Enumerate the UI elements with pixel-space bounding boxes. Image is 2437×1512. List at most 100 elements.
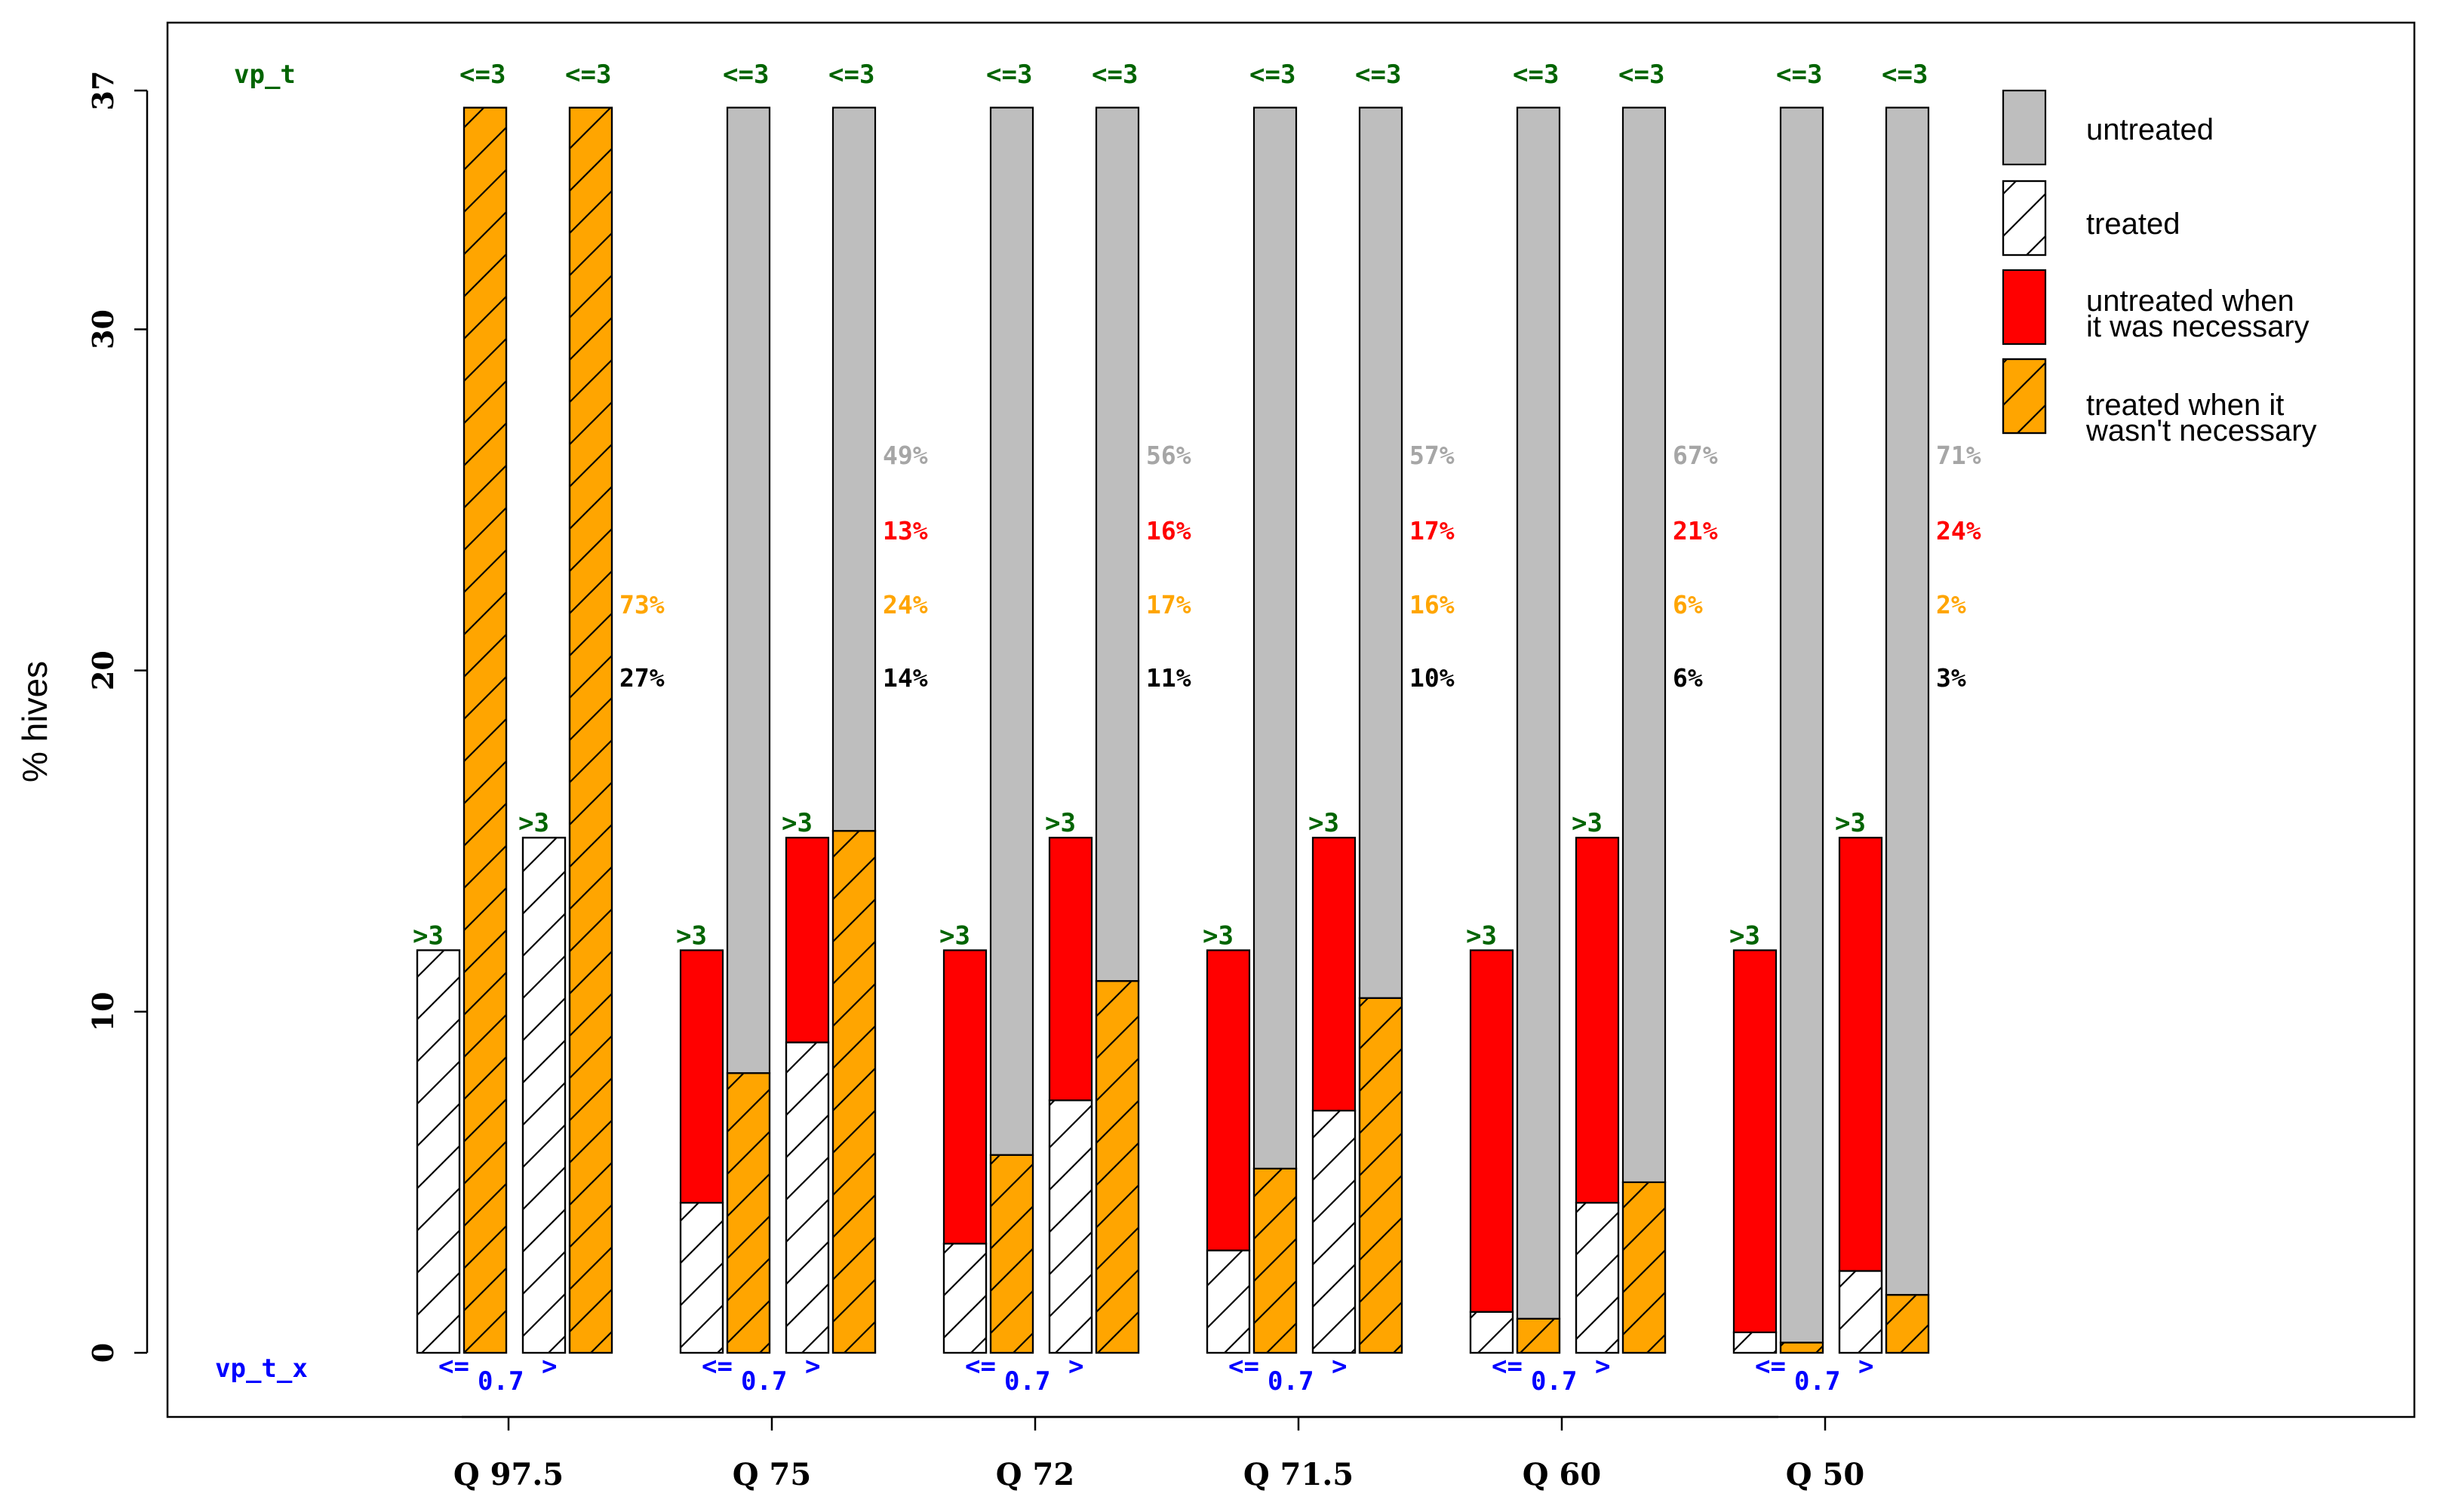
legend-label-line: treated when it	[2086, 389, 2284, 422]
bar-high-vpt-high-hatch	[831, 830, 877, 1354]
bottom-label-le: <=	[1755, 1351, 1786, 1381]
bar-low-vpt-high-hatch	[1779, 1341, 1824, 1354]
bar-high-vpt-hatch	[1311, 1109, 1357, 1354]
bar-top-label-gt3: >3	[1572, 808, 1603, 838]
bar-high-vpt-segment-untreated-necessary	[785, 837, 830, 1043]
bar-high-vpt-segment-untreated-necessary	[1838, 837, 1883, 1272]
percentage-label: 17%	[1146, 590, 1191, 619]
percentage-label: 16%	[1409, 590, 1455, 619]
bar-low-vpt-hatch	[679, 1201, 724, 1354]
bar-high-vpt-high-segment-untreated	[1358, 106, 1403, 999]
bar-low-vpt-hatch	[416, 949, 461, 1354]
bar-low-vpt-hatch	[1732, 1331, 1778, 1354]
bar-high-vpt-high-segment-untreated	[1621, 106, 1667, 1184]
bar-high-vpt-high-hatch	[568, 106, 613, 1354]
bar-top-label-le3: <=3	[565, 60, 611, 90]
x-tick-label: Q 72	[996, 1457, 1074, 1492]
bar-high-vpt-hatch	[785, 1041, 830, 1354]
bar-top-label-gt3: >3	[676, 920, 707, 951]
bar-top-label-gt3: >3	[782, 808, 813, 838]
bottom-label-threshold: 0.7	[478, 1366, 524, 1397]
x-tick-label: Q 75	[733, 1457, 811, 1492]
percentage-label: 6%	[1673, 590, 1703, 619]
bar-top-label-le3: <=3	[1513, 60, 1559, 90]
bottom-label-threshold: 0.7	[1004, 1366, 1050, 1397]
percentage-label: 49%	[883, 441, 928, 470]
bar-top-label-gt3: >3	[1045, 808, 1076, 838]
x-tick-label: Q 60	[1523, 1457, 1601, 1492]
percentage-label: 6%	[1673, 663, 1703, 693]
bottom-label-le: <=	[1492, 1351, 1523, 1381]
legend-swatch-hatch	[2002, 358, 2047, 435]
legend-label-untreated: untreated	[2086, 113, 2214, 146]
legend-label-line: it was necessary	[2086, 310, 2309, 343]
bottom-label-le: <=	[1228, 1351, 1259, 1381]
bar-top-label-gt3: >3	[1835, 808, 1866, 838]
legend-label-untreated-necessary: untreated when it was necessary	[2086, 284, 2309, 343]
x-tick-label: Q 50	[1786, 1457, 1864, 1492]
bar-high-vpt-hatch	[521, 837, 567, 1354]
bar-low-vpt-high-segment-untreated	[989, 106, 1034, 1156]
legend-swatch-untreated	[2002, 89, 2047, 166]
bar-top-label-le3: <=3	[828, 60, 874, 90]
bottom-label-threshold: 0.7	[1531, 1366, 1577, 1397]
bar-low-vpt-high-hatch	[1252, 1167, 1298, 1354]
y-tick-label: 30	[86, 309, 120, 349]
percentage-label: 10%	[1409, 663, 1455, 693]
bottom-label-threshold: 0.7	[1794, 1366, 1840, 1397]
bottom-label-gt: >	[542, 1351, 557, 1381]
bar-top-label-gt3: >3	[518, 808, 549, 838]
bottom-label-le: <=	[438, 1351, 469, 1381]
percentage-label: 57%	[1409, 441, 1455, 470]
bar-high-vpt-high-hatch	[1358, 997, 1403, 1354]
corner-label-bottom: vp_t_x	[215, 1354, 308, 1384]
bar-high-vpt-segment-untreated-necessary	[1048, 837, 1093, 1102]
y-tick-label: 37	[86, 71, 120, 111]
percentage-label: 16%	[1146, 516, 1191, 545]
percentage-label: 24%	[1936, 516, 1981, 545]
percentage-label: 14%	[883, 663, 928, 693]
bar-low-vpt-segment-untreated-necessary	[1732, 949, 1778, 1333]
bar-low-vpt-high-segment-untreated	[1252, 106, 1298, 1169]
bar-top-label-gt3: >3	[1466, 920, 1497, 951]
bar-low-vpt-hatch	[942, 1243, 988, 1354]
percentage-label: 67%	[1673, 441, 1718, 470]
bar-top-label-le3: <=3	[1882, 60, 1928, 90]
bar-high-vpt-high-segment-untreated	[1095, 106, 1140, 982]
legend-label-line: untreated when	[2086, 284, 2294, 318]
bar-high-vpt-high-hatch	[1885, 1294, 1930, 1354]
bar-top-label-gt3: >3	[1308, 808, 1339, 838]
bar-low-vpt-segment-untreated-necessary	[1469, 949, 1514, 1313]
bar-high-vpt-high-hatch	[1095, 980, 1140, 1354]
bar-high-vpt-high-segment-untreated	[831, 106, 877, 832]
bottom-label-gt: >	[1068, 1351, 1083, 1381]
bottom-label-threshold: 0.7	[1268, 1366, 1314, 1397]
y-tick-label: 10	[86, 991, 120, 1031]
percentage-label: 24%	[883, 590, 928, 619]
legend-label-treated: treated	[2086, 207, 2180, 241]
corner-label-top: vp_t	[234, 60, 296, 90]
plot-area: 0 10 20 30 37 % hives vp_t vp_t_x >3 <=3 >3 <=3 <= 0.…	[15, 21, 2416, 1492]
legend-swatch-hatch	[2002, 180, 2047, 257]
y-axis-label: % hives	[15, 661, 54, 782]
bar-high-vpt-hatch	[1048, 1099, 1093, 1354]
bar-top-label-le3: <=3	[1249, 60, 1295, 90]
bar-low-vpt-hatch	[1206, 1249, 1251, 1354]
percentage-label: 21%	[1673, 516, 1718, 545]
bar-low-vpt-high-segment-untreated	[1516, 106, 1561, 1320]
bar-top-label-le3: <=3	[1776, 60, 1822, 90]
bottom-label-gt: >	[805, 1351, 820, 1381]
bar-top-label-le3: <=3	[459, 60, 506, 90]
percentage-label: 56%	[1146, 441, 1191, 470]
bar-top-label-le3: <=3	[1355, 60, 1401, 90]
bar-high-vpt-hatch	[1575, 1201, 1620, 1354]
x-tick-label: Q 71.5	[1243, 1457, 1354, 1492]
bar-top-label-gt3: >3	[1203, 920, 1234, 951]
bar-top-label-le3: <=3	[1618, 60, 1664, 90]
bar-top-label-le3: <=3	[723, 60, 769, 90]
bar-low-vpt-hatch	[1469, 1311, 1514, 1354]
bar-high-vpt-high-segment-untreated	[1885, 106, 1930, 1296]
bar-low-vpt-segment-untreated-necessary	[942, 949, 988, 1245]
x-tick-label: Q 97.5	[453, 1457, 564, 1492]
